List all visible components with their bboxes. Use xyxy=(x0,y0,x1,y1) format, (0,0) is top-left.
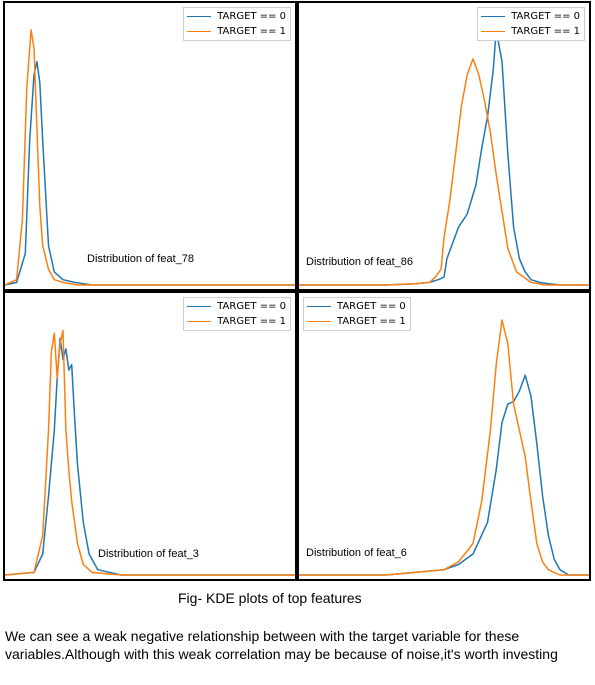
legend-label-target-1: TARGET == 1 xyxy=(337,314,406,329)
kde-plot-feat-78: TARGET == 0 TARGET == 1 Distribution of … xyxy=(3,1,297,291)
legend-entry-target-0: TARGET == 0 xyxy=(187,9,286,24)
kde-plot-feat-3: TARGET == 0 TARGET == 1 Distribution of … xyxy=(3,291,297,581)
legend-entry-target-1: TARGET == 1 xyxy=(481,24,580,39)
legend-entry-target-1: TARGET == 1 xyxy=(187,24,286,39)
kde-line-target-0 xyxy=(5,62,295,285)
legend-entry-target-1: TARGET == 1 xyxy=(187,314,286,329)
legend-swatch-target-1 xyxy=(307,321,331,322)
legend: TARGET == 0 TARGET == 1 xyxy=(477,7,585,41)
legend-entry-target-1: TARGET == 1 xyxy=(307,314,406,329)
legend-entry-target-0: TARGET == 0 xyxy=(481,9,580,24)
plot-area xyxy=(299,3,589,289)
legend-entry-target-0: TARGET == 0 xyxy=(187,299,286,314)
legend-label-target-0: TARGET == 0 xyxy=(511,9,580,24)
legend-swatch-target-1 xyxy=(187,321,211,322)
legend-swatch-target-0 xyxy=(187,16,211,17)
plot-title: Distribution of feat_86 xyxy=(306,256,413,268)
legend-label-target-1: TARGET == 1 xyxy=(217,314,286,329)
kde-line-target-0 xyxy=(299,375,589,575)
legend-swatch-target-0 xyxy=(187,306,211,307)
kde-line-target-0 xyxy=(299,30,589,285)
legend-swatch-target-1 xyxy=(481,31,505,32)
legend: TARGET == 0 TARGET == 1 xyxy=(303,297,411,331)
plot-area xyxy=(5,3,295,289)
legend-label-target-1: TARGET == 1 xyxy=(511,24,580,39)
kde-line-target-1 xyxy=(299,59,589,285)
legend-label-target-0: TARGET == 0 xyxy=(217,299,286,314)
plot-title: Distribution of feat_78 xyxy=(87,253,194,265)
body-text: We can see a weak negative relationship … xyxy=(5,627,590,663)
kde-line-target-1 xyxy=(299,320,589,575)
plot-title: Distribution of feat_3 xyxy=(98,548,199,560)
figure-caption: Fig- KDE plots of top features xyxy=(178,590,362,606)
legend: TARGET == 0 TARGET == 1 xyxy=(183,297,291,331)
plot-title: Distribution of feat_6 xyxy=(306,547,407,559)
legend-swatch-target-1 xyxy=(187,31,211,32)
kde-line-target-1 xyxy=(5,331,295,576)
legend-swatch-target-0 xyxy=(481,16,505,17)
legend-label-target-0: TARGET == 0 xyxy=(337,299,406,314)
legend-swatch-target-0 xyxy=(307,306,331,307)
kde-plot-feat-86: TARGET == 0 TARGET == 1 Distribution of … xyxy=(297,1,591,291)
legend: TARGET == 0 TARGET == 1 xyxy=(183,7,291,41)
plot-area xyxy=(299,293,589,579)
legend-entry-target-0: TARGET == 0 xyxy=(307,299,406,314)
plot-area xyxy=(5,293,295,579)
legend-label-target-0: TARGET == 0 xyxy=(217,9,286,24)
legend-label-target-1: TARGET == 1 xyxy=(217,24,286,39)
kde-plot-feat-6: TARGET == 0 TARGET == 1 Distribution of … xyxy=(297,291,591,581)
kde-line-target-0 xyxy=(5,338,295,575)
